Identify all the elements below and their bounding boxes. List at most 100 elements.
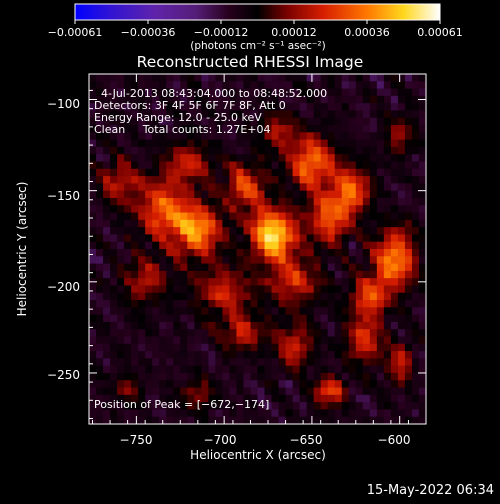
heatmap-cell: [369, 387, 378, 396]
heatmap-cell: [152, 241, 160, 250]
heatmap-cell: [236, 365, 245, 374]
heatmap-cell: [257, 256, 266, 265]
heatmap-cell: [124, 176, 132, 184]
heatmap-cell: [278, 278, 287, 287]
heatmap-cell: [306, 183, 315, 192]
heatmap-cell: [110, 263, 118, 272]
heatmap-cell: [285, 358, 294, 367]
heatmap-cell: [187, 139, 195, 148]
heatmap-cell: [271, 227, 280, 236]
heatmap-cell: [264, 263, 273, 272]
heatmap-cell: [131, 183, 139, 192]
heatmap-cell: [348, 292, 357, 301]
heatmap-cell: [152, 285, 160, 294]
heatmap-cell: [229, 300, 238, 308]
heatmap-cell: [285, 190, 294, 199]
heatmap-cell: [404, 270, 413, 279]
heatmap-cell: [96, 292, 104, 301]
heatmap-cell: [173, 117, 181, 126]
heatmap-cell: [271, 394, 280, 403]
heatmap-cell: [404, 227, 413, 236]
heatmap-cell: [159, 168, 167, 177]
heatmap-cell: [159, 219, 167, 228]
heatmap-cell: [96, 343, 104, 352]
heatmap-cell: [320, 351, 329, 359]
heatmap-cell: [418, 329, 427, 338]
heatmap-cell: [215, 81, 223, 90]
heatmap-cell: [117, 81, 125, 90]
heatmap-cell: [243, 402, 252, 411]
heatmap-cell: [194, 219, 202, 228]
heatmap-cell: [362, 110, 371, 119]
heatmap-cell: [173, 256, 181, 265]
heatmap-cell: [418, 365, 427, 374]
heatmap-cell: [341, 402, 350, 411]
heatmap-cell: [250, 358, 259, 367]
heatmap-cell: [145, 409, 153, 418]
heatmap-cell: [96, 321, 104, 330]
heatmap-cell: [383, 227, 392, 236]
heatmap-cell: [96, 154, 104, 163]
heatmap-cell: [397, 343, 406, 352]
heatmap-cell: [299, 139, 308, 148]
heatmap-cell: [89, 132, 97, 141]
heatmap-cell: [362, 256, 371, 265]
heatmap-cell: [362, 212, 371, 221]
heatmap-cell: [292, 88, 301, 97]
heatmap-cell: [159, 387, 167, 396]
heatmap-cell: [390, 270, 399, 279]
heatmap-cell: [138, 88, 146, 97]
heatmap-cell: [222, 285, 231, 294]
heatmap-cell: [376, 372, 385, 381]
heatmap-cell: [138, 365, 146, 374]
heatmap-cell: [299, 329, 308, 338]
heatmap-cell: [257, 321, 266, 330]
heatmap-cell: [404, 402, 413, 411]
heatmap-cell: [411, 292, 420, 301]
heatmap-cell: [271, 74, 280, 82]
heatmap-cell: [145, 263, 153, 272]
heatmap-cell: [313, 197, 322, 206]
heatmap-cell: [124, 117, 132, 126]
heatmap-cell: [201, 190, 209, 199]
heatmap-cell: [159, 380, 167, 389]
heatmap-cell: [96, 372, 104, 381]
heatmap-cell: [152, 387, 160, 396]
heatmap-cell: [166, 249, 174, 257]
heatmap-cell: [404, 183, 413, 192]
heatmap-cell: [355, 300, 364, 308]
heatmap-cell: [180, 307, 188, 316]
heatmap-cell: [215, 300, 223, 308]
heatmap-cell: [145, 321, 153, 330]
heatmap-cell: [180, 241, 188, 250]
heatmap-cell: [166, 125, 174, 133]
heatmap-cell: [264, 88, 273, 97]
heatmap-cell: [124, 285, 132, 294]
heatmap-cell: [138, 154, 146, 163]
heatmap-cell: [334, 234, 343, 243]
heatmap-cell: [411, 146, 420, 155]
heatmap-cell: [320, 74, 329, 82]
heatmap-cell: [369, 227, 378, 236]
heatmap-cell: [264, 351, 273, 359]
heatmap-cell: [131, 372, 139, 381]
heatmap-cell: [404, 146, 413, 155]
x-tick-label-1: −700: [204, 433, 237, 447]
heatmap-cell: [257, 372, 266, 381]
heatmap-cell: [96, 88, 104, 97]
heatmap-cell: [278, 95, 287, 104]
heatmap-cell: [418, 307, 427, 316]
heatmap-cell: [229, 161, 238, 170]
heatmap-cell: [369, 402, 378, 411]
heatmap-cell: [173, 197, 181, 206]
heatmap-cell: [327, 168, 336, 177]
heatmap-cell: [180, 402, 188, 411]
heatmap-cell: [173, 110, 181, 119]
heatmap-cell: [96, 176, 104, 184]
heatmap-cell: [187, 270, 195, 279]
heatmap-cell: [236, 351, 245, 359]
heatmap-cell: [306, 146, 315, 155]
heatmap-cell: [222, 394, 231, 403]
heatmap-cell: [138, 307, 146, 316]
